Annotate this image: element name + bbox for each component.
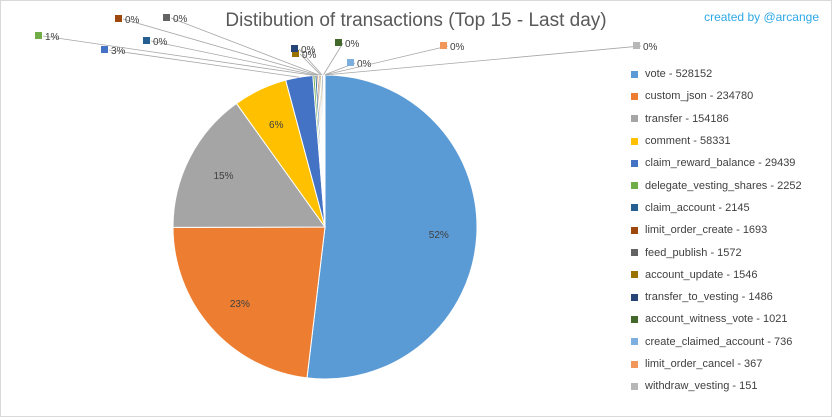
callout-swatch-withdraw-vesting — [633, 42, 640, 49]
legend-swatch — [631, 182, 638, 190]
legend-item-limit-order-cancel: limit_order_cancel - 367 — [631, 353, 802, 375]
legend-label: account_witness_vote - 1021 — [645, 313, 788, 326]
leader-line-claim-reward-balance — [108, 49, 300, 78]
data-label-claim-account: 0% — [153, 37, 168, 48]
legend-item-comment: comment - 58331 — [631, 130, 802, 152]
callout-swatch-delegate-vesting-shares — [35, 32, 42, 39]
legend-swatch — [631, 382, 638, 390]
legend-swatch — [631, 137, 638, 145]
credit-label: created by @arcange — [704, 10, 819, 24]
callout-swatch-feed-publish — [163, 14, 170, 21]
legend-swatch — [631, 360, 638, 368]
pie-slice-vote — [306, 74, 478, 380]
data-label-account-witness-vote: 0% — [345, 39, 360, 50]
legend-swatch — [631, 226, 638, 234]
callout-swatch-transfer-to-vesting — [291, 45, 298, 52]
legend-label: comment - 58331 — [645, 135, 731, 148]
legend-item-delegate-vesting-shares: delegate_vesting_shares - 2252 — [631, 174, 802, 196]
legend-item-account-witness-vote: account_witness_vote - 1021 — [631, 308, 802, 330]
chart-title: Distibution of transactions (Top 15 - La… — [225, 10, 607, 31]
data-label-account-update: 0% — [302, 50, 317, 61]
data-label-create-claimed-account: 0% — [357, 59, 372, 70]
legend-item-claim-account: claim_account - 2145 — [631, 197, 802, 219]
pie-slice-custom-json — [172, 226, 326, 379]
legend-swatch — [631, 338, 638, 346]
leader-line-limit-order-cancel — [324, 45, 449, 76]
legend-swatch — [631, 70, 638, 78]
legend-label: vote - 528152 — [645, 68, 713, 81]
legend-label: delegate_vesting_shares - 2252 — [645, 179, 802, 192]
legend-swatch — [631, 293, 638, 301]
leader-line-withdraw-vesting — [324, 45, 642, 76]
legend-swatch — [631, 271, 638, 279]
legend-label: feed_publish - 1572 — [645, 246, 742, 259]
leader-line-feed-publish — [170, 17, 320, 76]
callout-swatch-limit-order-create — [115, 15, 122, 22]
legend-item-account-update: account_update - 1546 — [631, 264, 802, 286]
legend-label: withdraw_vesting - 151 — [645, 380, 758, 393]
legend-item-transfer-to-vesting: transfer_to_vesting - 1486 — [631, 286, 802, 308]
legend-label: claim_account - 2145 — [645, 201, 750, 214]
legend-label: create_claimed_account - 736 — [645, 335, 793, 348]
legend-swatch — [631, 249, 638, 257]
legend-swatch — [631, 315, 638, 323]
legend-label: claim_reward_balance - 29439 — [645, 157, 796, 170]
callout-swatch-account-update — [292, 50, 299, 57]
pie-slice-transfer — [172, 102, 326, 228]
leader-line-delegate-vesting-shares — [42, 35, 314, 76]
legend-label: limit_order_create - 1693 — [645, 224, 768, 237]
legend-label: transfer_to_vesting - 1486 — [645, 291, 773, 304]
data-label-comment: 6% — [269, 120, 284, 131]
legend-label: custom_json - 234780 — [645, 90, 754, 103]
callout-swatch-claim-account — [143, 37, 150, 44]
callout-swatch-claim-reward-balance — [101, 46, 108, 53]
leader-line-limit-order-create — [122, 18, 318, 76]
legend-label: limit_order_cancel - 367 — [645, 358, 763, 370]
data-label-vote: 52% — [429, 230, 449, 241]
leader-line-account-witness-vote — [323, 42, 344, 76]
legend-item-custom-json: custom_json - 234780 — [631, 85, 802, 107]
legend-swatch — [631, 115, 638, 123]
leader-line-transfer-to-vesting — [298, 48, 323, 76]
legend-item-claim-reward-balance: claim_reward_balance - 29439 — [631, 152, 802, 174]
data-label-delegate-vesting-shares: 1% — [45, 32, 60, 43]
data-label-claim-reward-balance: 3% — [111, 46, 126, 57]
legend-item-limit-order-create: limit_order_create - 1693 — [631, 219, 802, 241]
legend-item-vote: vote - 528152 — [631, 63, 802, 85]
data-label-feed-publish: 0% — [173, 14, 188, 25]
callout-swatch-account-witness-vote — [335, 39, 342, 46]
data-label-transfer-to-vesting: 0% — [301, 45, 316, 56]
data-label-withdraw-vesting: 0% — [643, 42, 658, 53]
data-label-limit-order-create: 0% — [125, 15, 140, 26]
legend-item-feed-publish: feed_publish - 1572 — [631, 241, 802, 263]
chart-legend: vote - 528152 custom_json - 234780 transfe… — [631, 63, 802, 397]
data-label-custom-json: 23% — [230, 299, 250, 310]
data-label-limit-order-cancel: 0% — [450, 42, 465, 53]
legend-swatch — [631, 159, 638, 167]
legend-item-transfer: transfer - 154186 — [631, 108, 802, 130]
leader-line-account-update — [299, 53, 322, 76]
legend-label: transfer - 154186 — [645, 112, 729, 125]
data-label-transfer: 15% — [214, 171, 234, 182]
legend-swatch — [631, 204, 638, 212]
legend-swatch — [631, 92, 638, 100]
leader-line-claim-account — [150, 40, 317, 76]
callout-swatch-create-claimed-account — [347, 59, 354, 66]
legend-item-create-claimed-account: create_claimed_account - 736 — [631, 331, 802, 353]
legend-label: account_update - 1546 — [645, 268, 758, 281]
callout-swatch-limit-order-cancel — [440, 42, 447, 49]
legend-item-withdraw-vesting: withdraw_vesting - 151 — [631, 375, 802, 397]
